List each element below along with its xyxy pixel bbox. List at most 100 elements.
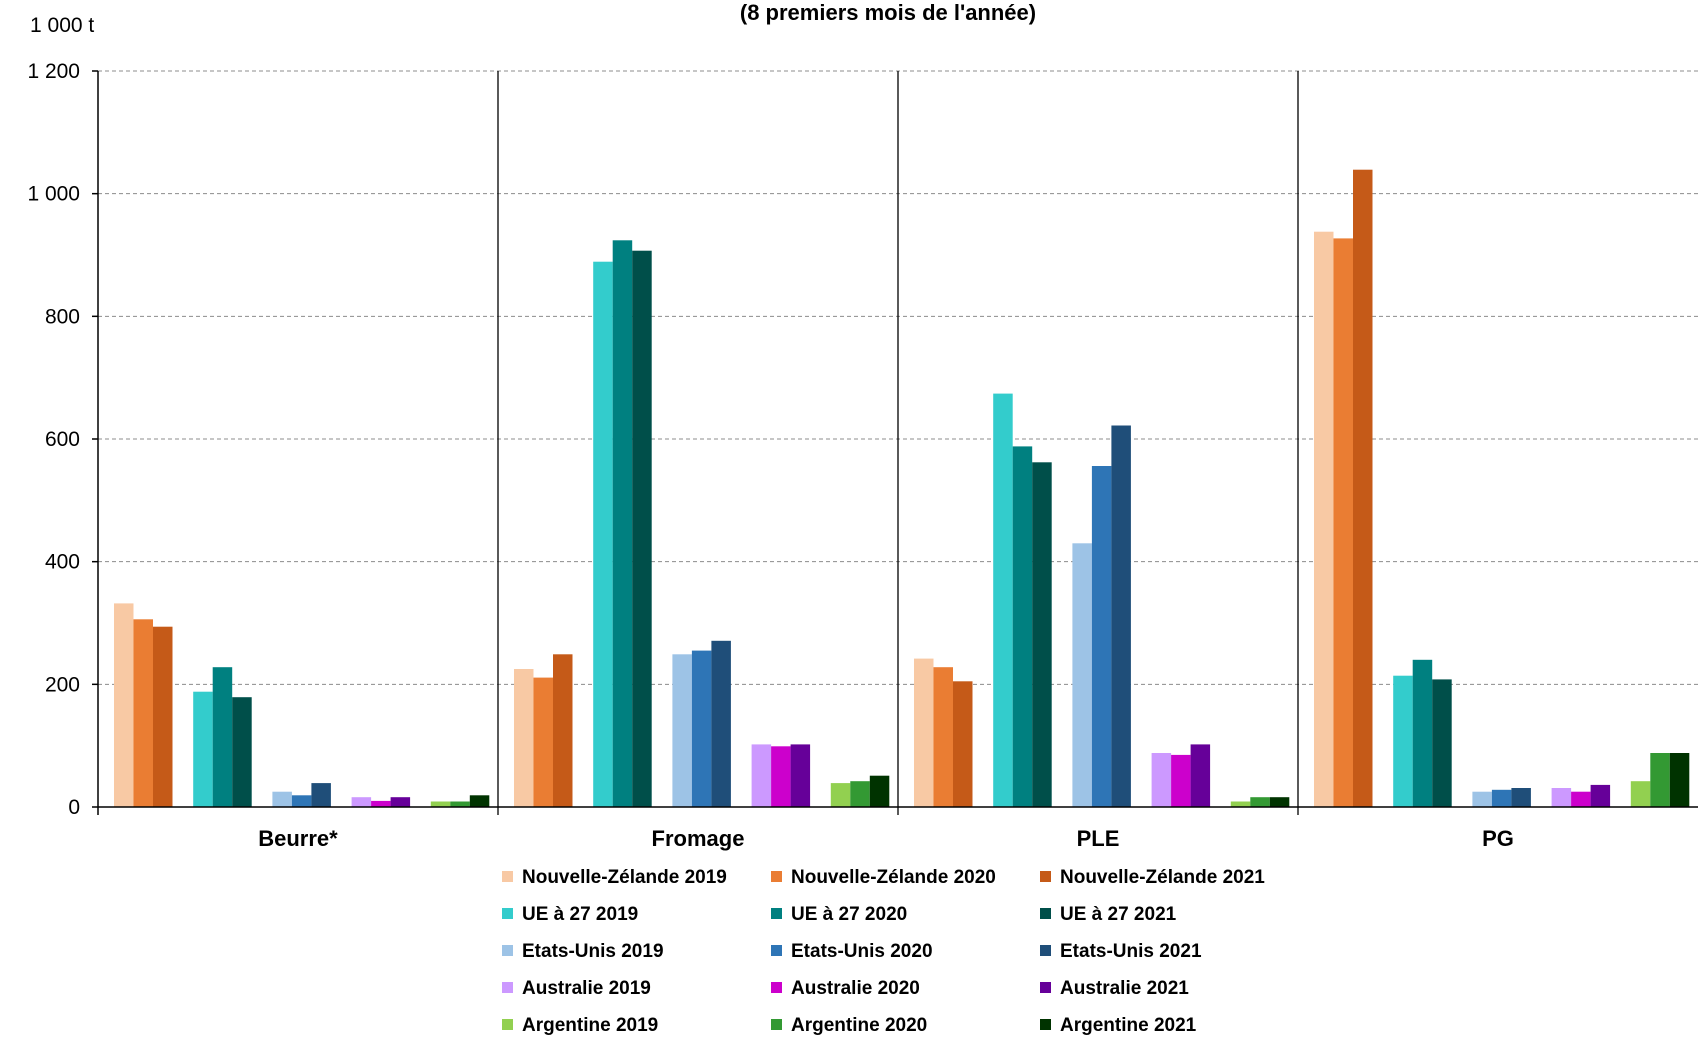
y-tick-label: 400 [45,551,80,574]
legend-label: Argentine 2021 [1060,1015,1197,1036]
legend-swatch [771,1019,782,1030]
legend-swatch [1040,945,1051,956]
legend-label: Nouvelle-Zélande 2021 [1060,867,1265,888]
bar [1314,231,1334,807]
bar [553,654,573,807]
legend-label: Nouvelle-Zélande 2019 [522,867,727,888]
legend-swatch [1040,908,1051,919]
legend-label: UE à 27 2019 [522,904,638,925]
chart-subtitle: (8 premiers mois de l'année) [740,0,1036,25]
legend-label: Argentine 2019 [522,1015,658,1036]
legend-swatch [502,871,513,882]
legend-label: Australie 2019 [522,978,651,999]
bar [771,746,791,807]
bar [1511,788,1531,807]
category-label: Fromage [652,826,745,851]
y-tick-label: 600 [45,428,80,451]
bar [469,795,490,807]
bar [1032,462,1052,807]
bar [153,626,173,807]
bar [1432,679,1452,807]
bar [1491,789,1512,807]
legend-label: UE à 27 2021 [1060,904,1177,925]
bar [390,797,411,807]
bar [1472,791,1492,807]
legend-swatch [1040,1019,1051,1030]
legend: Nouvelle-Zélande 2019 Nouvelle-Zélande 20… [502,867,1265,1036]
bar [450,801,470,807]
bar [1250,797,1270,807]
bar [1012,446,1033,807]
bar [869,775,890,807]
category-labels: Beurre* Fromage PLE PG [258,826,1514,851]
legend-label: Australie 2021 [1060,978,1189,999]
axes [97,71,1698,815]
bar [1171,754,1191,807]
bar [311,783,331,807]
y-tick-label: 0 [68,796,80,819]
legend-label: Etats-Unis 2020 [791,941,933,962]
bar [133,619,153,807]
bar [751,744,772,807]
bar [272,791,292,807]
bar [430,801,451,807]
bar [953,681,973,807]
legend-swatch [502,982,513,993]
bar [193,691,213,807]
bar [351,797,372,807]
bar [711,640,731,807]
bar [1269,797,1290,807]
bar [371,800,391,807]
category-label: PLE [1077,826,1120,851]
bars [114,169,1690,808]
legend-label: Nouvelle-Zélande 2020 [791,867,996,888]
legend-swatch [502,945,513,956]
legend-swatch [1040,982,1051,993]
bar [1590,784,1611,807]
bar [914,658,934,807]
bar [232,697,252,807]
bar [1571,791,1591,807]
bar [593,261,613,807]
bar [850,781,870,807]
y-tick-label: 200 [45,673,80,696]
bar [1190,744,1211,807]
legend-label: UE à 27 2020 [791,904,907,925]
legend-label: Australie 2020 [791,978,920,999]
bar [1551,788,1572,807]
bar [514,669,534,807]
legend-swatch [771,945,782,956]
bar [612,240,633,808]
bar [790,744,811,807]
y-axis-unit-label: 1 000 t [30,14,94,37]
bar [1091,466,1112,807]
bar [291,795,312,807]
bar [830,783,851,807]
bar [1650,753,1670,807]
bar [1111,425,1131,807]
bar [691,650,712,807]
y-tick-label: 1 200 [27,60,80,83]
legend-swatch [771,982,782,993]
legend-swatch [502,1019,513,1030]
bar [1630,781,1651,807]
bar [672,654,692,807]
legend-label: Etats-Unis 2019 [522,941,664,962]
bar [1669,753,1690,807]
y-tick-label: 800 [45,305,80,328]
bar [533,677,553,807]
bar [1151,753,1172,807]
legend-swatch [771,908,782,919]
bar [933,667,953,807]
legend-label: Etats-Unis 2021 [1060,941,1202,962]
bar [212,667,233,807]
bar [1412,659,1433,807]
bar [993,393,1013,807]
bar [114,603,134,807]
bar [1333,238,1353,807]
legend-swatch [502,908,513,919]
legend-swatch [1040,871,1051,882]
bar [632,250,652,807]
